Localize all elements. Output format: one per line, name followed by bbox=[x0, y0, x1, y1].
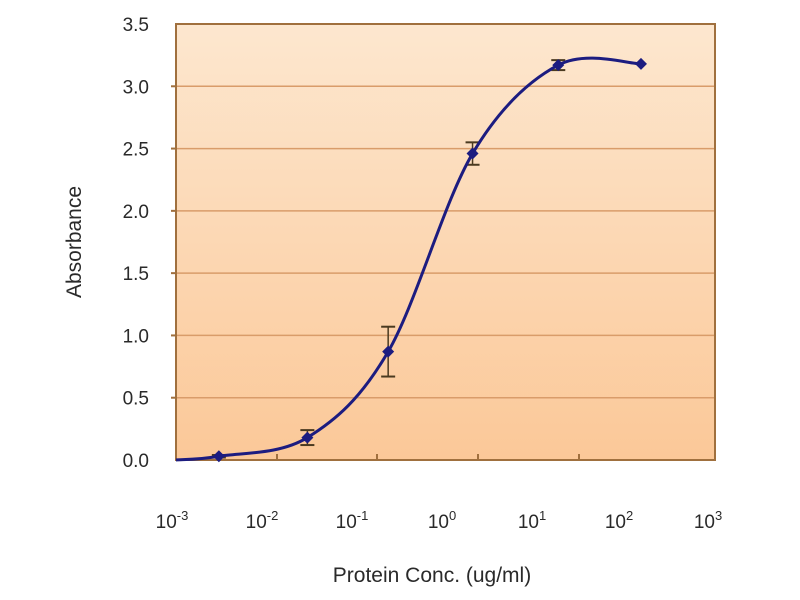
x-tick-label: 10-2 bbox=[246, 508, 279, 533]
y-tick-label: 3.0 bbox=[123, 77, 149, 98]
y-axis-tick-labels: 0.0 0.5 1.0 1.5 2.0 2.5 3.0 3.5 bbox=[123, 15, 149, 472]
x-tick-label: 103 bbox=[694, 508, 722, 533]
x-tick-label: 10-1 bbox=[336, 508, 369, 533]
y-tick-label: 1.5 bbox=[123, 264, 149, 285]
data-points bbox=[212, 57, 647, 463]
y-tick-label: 1.0 bbox=[123, 326, 149, 347]
y-tick-label: 2.5 bbox=[123, 140, 149, 161]
data-point bbox=[212, 450, 225, 463]
y-axis-title: Absorbance bbox=[63, 186, 86, 298]
plot-area bbox=[176, 24, 715, 460]
data-point bbox=[634, 57, 647, 70]
x-tick-label: 102 bbox=[605, 508, 633, 533]
data-point bbox=[466, 147, 479, 160]
y-tick-label: 3.5 bbox=[123, 15, 149, 36]
y-tick-label: 0.0 bbox=[123, 451, 149, 472]
x-axis-ticks bbox=[276, 454, 580, 460]
x-tick-label: 101 bbox=[518, 508, 546, 533]
data-point bbox=[301, 431, 314, 444]
x-tick-label: 10-3 bbox=[156, 508, 189, 533]
plot-border bbox=[175, 23, 716, 461]
y-tick-label: 2.0 bbox=[123, 202, 149, 223]
data-point bbox=[382, 345, 395, 358]
data-point bbox=[552, 59, 565, 72]
x-axis-tick-labels: 10-3 10-2 10-1 100 101 102 103 bbox=[156, 508, 723, 533]
x-axis-title: Protein Conc. (ug/ml) bbox=[333, 564, 531, 587]
x-tick-label: 100 bbox=[428, 508, 456, 533]
y-tick-label: 0.5 bbox=[123, 389, 149, 410]
